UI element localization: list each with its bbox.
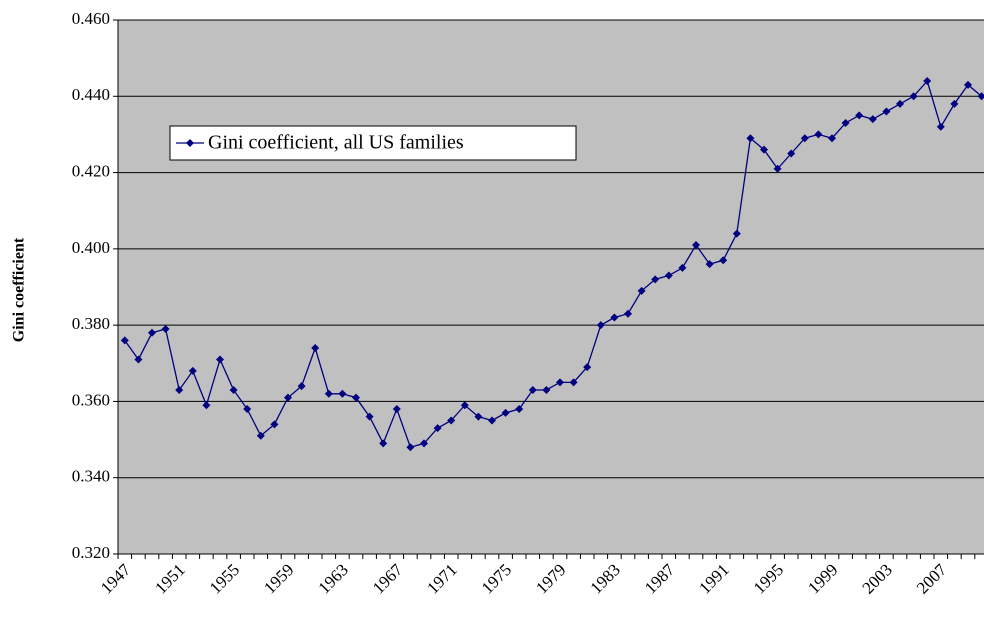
data-point [637,286,646,295]
plot-area [118,20,984,554]
data-point [882,107,891,116]
y-tick-label: 0.400 [72,238,110,257]
data-point [923,77,932,86]
data-point [175,385,184,394]
data-point [950,99,959,108]
data-point [120,336,129,345]
data-point [760,145,768,154]
data-point [692,241,700,250]
x-tick-label: 1967 [369,560,407,598]
data-point [515,405,524,414]
data-point [474,412,483,421]
data-point [855,111,864,120]
x-tick-label: 1999 [804,560,841,597]
x-tick-label: 1995 [750,560,787,597]
data-point [229,385,238,394]
y-tick-label: 0.440 [72,85,110,104]
data-point [678,263,687,272]
x-tick-label: 1955 [206,560,243,597]
data-point [311,344,320,353]
data-point [202,401,211,410]
x-tick-label: 1975 [478,560,515,597]
data-point [651,275,660,284]
data-point [420,439,428,448]
data-point [841,118,850,127]
x-tick-label: 1971 [423,560,460,597]
y-tick-label: 0.360 [72,390,110,409]
y-tick-label: 0.420 [72,161,110,180]
x-tick-label: 1983 [587,560,624,597]
data-point [909,92,918,101]
data-point [365,412,374,421]
x-tick-label: 1987 [641,560,679,598]
data-point [569,378,578,387]
data-point [501,408,510,417]
data-point [392,405,401,414]
x-tick-label: 1963 [315,560,352,597]
x-tick-label: 1991 [695,560,732,597]
data-point [787,149,796,158]
data-point [732,229,741,238]
data-point [664,271,673,280]
data-point [161,324,170,333]
y-tick-label: 0.320 [72,543,110,562]
data-point [297,382,306,391]
y-tick-label: 0.460 [72,9,110,28]
data-point [256,431,265,440]
legend-box [169,125,577,161]
x-tick-label: 2007 [913,560,951,598]
data-point [583,363,592,372]
legend-marker [186,139,194,147]
data-point [188,366,197,375]
data-point [556,378,564,387]
data-point [964,80,972,89]
data-point [460,401,469,410]
data-point [324,389,333,398]
data-point [379,439,388,448]
data-point [896,99,904,108]
data-point [488,416,496,425]
data-point [148,328,156,337]
x-tick-label: 2003 [859,560,896,597]
data-line [124,79,983,448]
data-point [542,385,551,394]
data-point [868,115,877,124]
data-point [352,393,360,402]
legend-label: Gini coefficient, all US families [208,132,464,154]
data-point [800,134,809,143]
data-point [338,389,347,398]
x-tick-label: 1979 [532,560,569,597]
data-point [284,393,292,402]
data-point [746,134,755,143]
data-point [243,405,252,414]
data-point [134,355,143,364]
x-tick-label: 1959 [260,560,297,597]
data-point [610,313,619,322]
data-point [270,420,279,429]
x-tick-label: 1951 [151,560,188,597]
data-point [528,385,537,394]
y-axis-label: Gini coefficient [11,237,28,342]
data-point [406,443,415,452]
data-point [719,256,728,265]
data-point [624,309,632,318]
data-point [447,416,456,425]
y-tick-label: 0.380 [72,314,110,333]
data-point [773,164,782,173]
y-tick-label: 0.340 [72,467,110,486]
data-point [433,424,442,433]
data-point [828,134,836,143]
data-point [596,321,605,330]
data-point [936,122,945,131]
x-tick-label: 1947 [97,560,135,598]
data-point [705,260,714,269]
data-point [977,92,984,101]
data-point [814,130,823,139]
data-point [216,355,224,364]
